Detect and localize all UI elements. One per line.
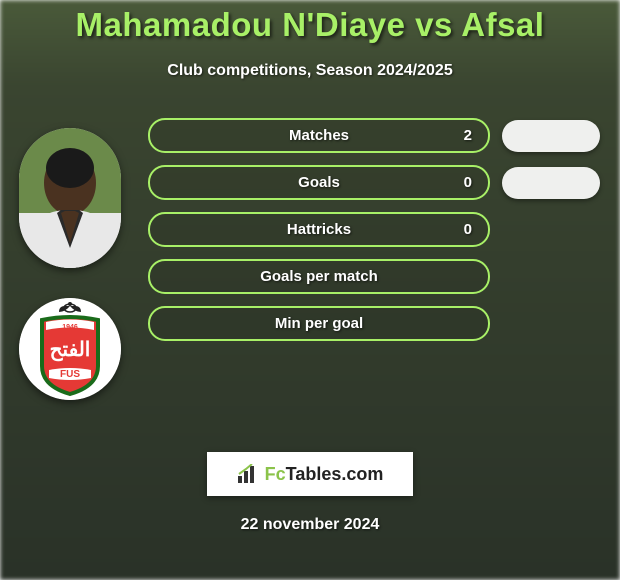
stat-pill: Min per goal [148,306,490,341]
logo-text: FcTables.com [265,464,384,485]
footer-date: 22 november 2024 [0,516,620,534]
logo-text-fc: Fc [265,464,286,484]
comparison-pill [502,167,600,199]
stat-row: Min per goal [148,306,600,341]
stat-row: Goals 0 [148,165,600,200]
svg-text:1946: 1946 [62,324,78,331]
stat-pill: Goals 0 [148,165,490,200]
logo-text-com: .com [341,464,383,484]
stat-value: 2 [464,127,472,144]
club-crest-icon: 1946 الفتح FUS [19,298,121,400]
comparison-pill [502,120,600,152]
stat-pill: Goals per match [148,259,490,294]
stat-pill: Matches 2 [148,118,490,153]
player-avatar [19,128,121,268]
stat-label: Min per goal [275,315,363,332]
svg-text:الفتح: الفتح [50,339,91,362]
stat-pill: Hattricks 0 [148,212,490,247]
logo-text-tables: Tables [286,464,342,484]
content-container: Mahamadou N'Diaye vs Afsal Club competit… [0,0,620,580]
stat-label: Goals per match [260,268,378,285]
stat-row: Hattricks 0 [148,212,600,247]
left-column: 1946 الفتح FUS [10,118,130,400]
subtitle: Club competitions, Season 2024/2025 [0,62,620,80]
fctables-logo: FcTables.com [237,464,384,485]
main-area: 1946 الفتح FUS Matches2Goals0Hattricks0G… [0,118,620,400]
svg-text:FUS: FUS [60,369,80,380]
page-title: Mahamadou N'Diaye vs Afsal [0,0,620,44]
stat-row: Matches 2 [148,118,600,153]
stat-label: Matches [289,127,349,144]
stat-label: Hattricks [287,221,351,238]
stats-column: Matches 2 Goals 0 Hattricks 0 Goals per match M… [130,118,610,400]
stat-row: Goals per match [148,259,600,294]
club-badge: 1946 الفتح FUS [19,298,121,400]
stat-value: 0 [464,221,472,238]
chart-icon [237,464,259,484]
player-portrait-icon [19,128,121,268]
stat-label: Goals [298,174,340,191]
fctables-logo-box: FcTables.com [207,452,413,496]
stat-value: 0 [464,174,472,191]
